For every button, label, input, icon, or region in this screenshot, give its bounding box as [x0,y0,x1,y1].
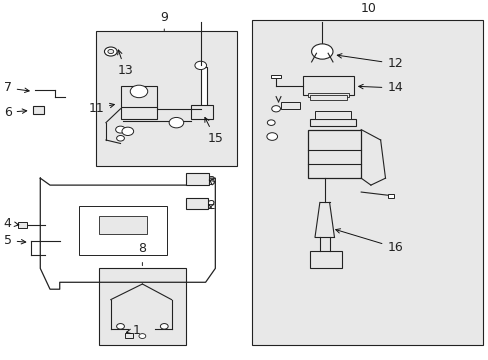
FancyBboxPatch shape [302,76,353,95]
Circle shape [104,47,117,56]
FancyBboxPatch shape [125,333,133,338]
FancyBboxPatch shape [186,173,209,185]
FancyBboxPatch shape [79,206,166,255]
Bar [99,269,186,345]
FancyBboxPatch shape [271,75,281,77]
Text: 3: 3 [207,175,215,188]
Circle shape [271,105,280,112]
Text: 6: 6 [4,106,27,119]
Text: 1: 1 [126,324,140,337]
FancyBboxPatch shape [307,93,348,96]
FancyBboxPatch shape [33,106,43,114]
Text: 9: 9 [160,11,168,24]
Circle shape [116,135,124,141]
Text: 4: 4 [4,217,19,230]
Text: 15: 15 [204,117,223,145]
Circle shape [139,334,145,338]
FancyBboxPatch shape [99,216,147,234]
Circle shape [116,126,125,133]
Text: 11: 11 [88,102,114,115]
Circle shape [130,85,147,98]
FancyBboxPatch shape [191,105,212,119]
Circle shape [169,117,183,128]
FancyBboxPatch shape [309,251,341,269]
Text: 8: 8 [138,242,146,255]
FancyBboxPatch shape [314,111,351,119]
FancyBboxPatch shape [309,119,356,126]
Text: 2: 2 [207,199,215,212]
Text: 13: 13 [117,50,133,77]
Text: 12: 12 [337,54,402,70]
Text: 10: 10 [360,2,376,15]
FancyBboxPatch shape [309,95,346,100]
Circle shape [311,44,332,59]
Text: 7: 7 [4,81,29,94]
Circle shape [108,49,114,54]
FancyBboxPatch shape [307,130,361,178]
Text: 16: 16 [335,229,402,254]
Bar [251,20,482,345]
Text: 5: 5 [4,234,26,247]
Circle shape [267,120,275,125]
FancyBboxPatch shape [120,107,157,119]
FancyBboxPatch shape [281,102,300,109]
Circle shape [266,133,277,140]
FancyBboxPatch shape [120,86,157,109]
Circle shape [116,324,124,329]
FancyBboxPatch shape [201,67,206,109]
FancyBboxPatch shape [387,194,393,198]
Text: 14: 14 [358,81,402,94]
Circle shape [160,324,168,329]
Circle shape [122,127,133,135]
Bar [96,31,237,166]
FancyBboxPatch shape [19,222,27,229]
Circle shape [195,61,206,69]
FancyBboxPatch shape [186,198,207,210]
